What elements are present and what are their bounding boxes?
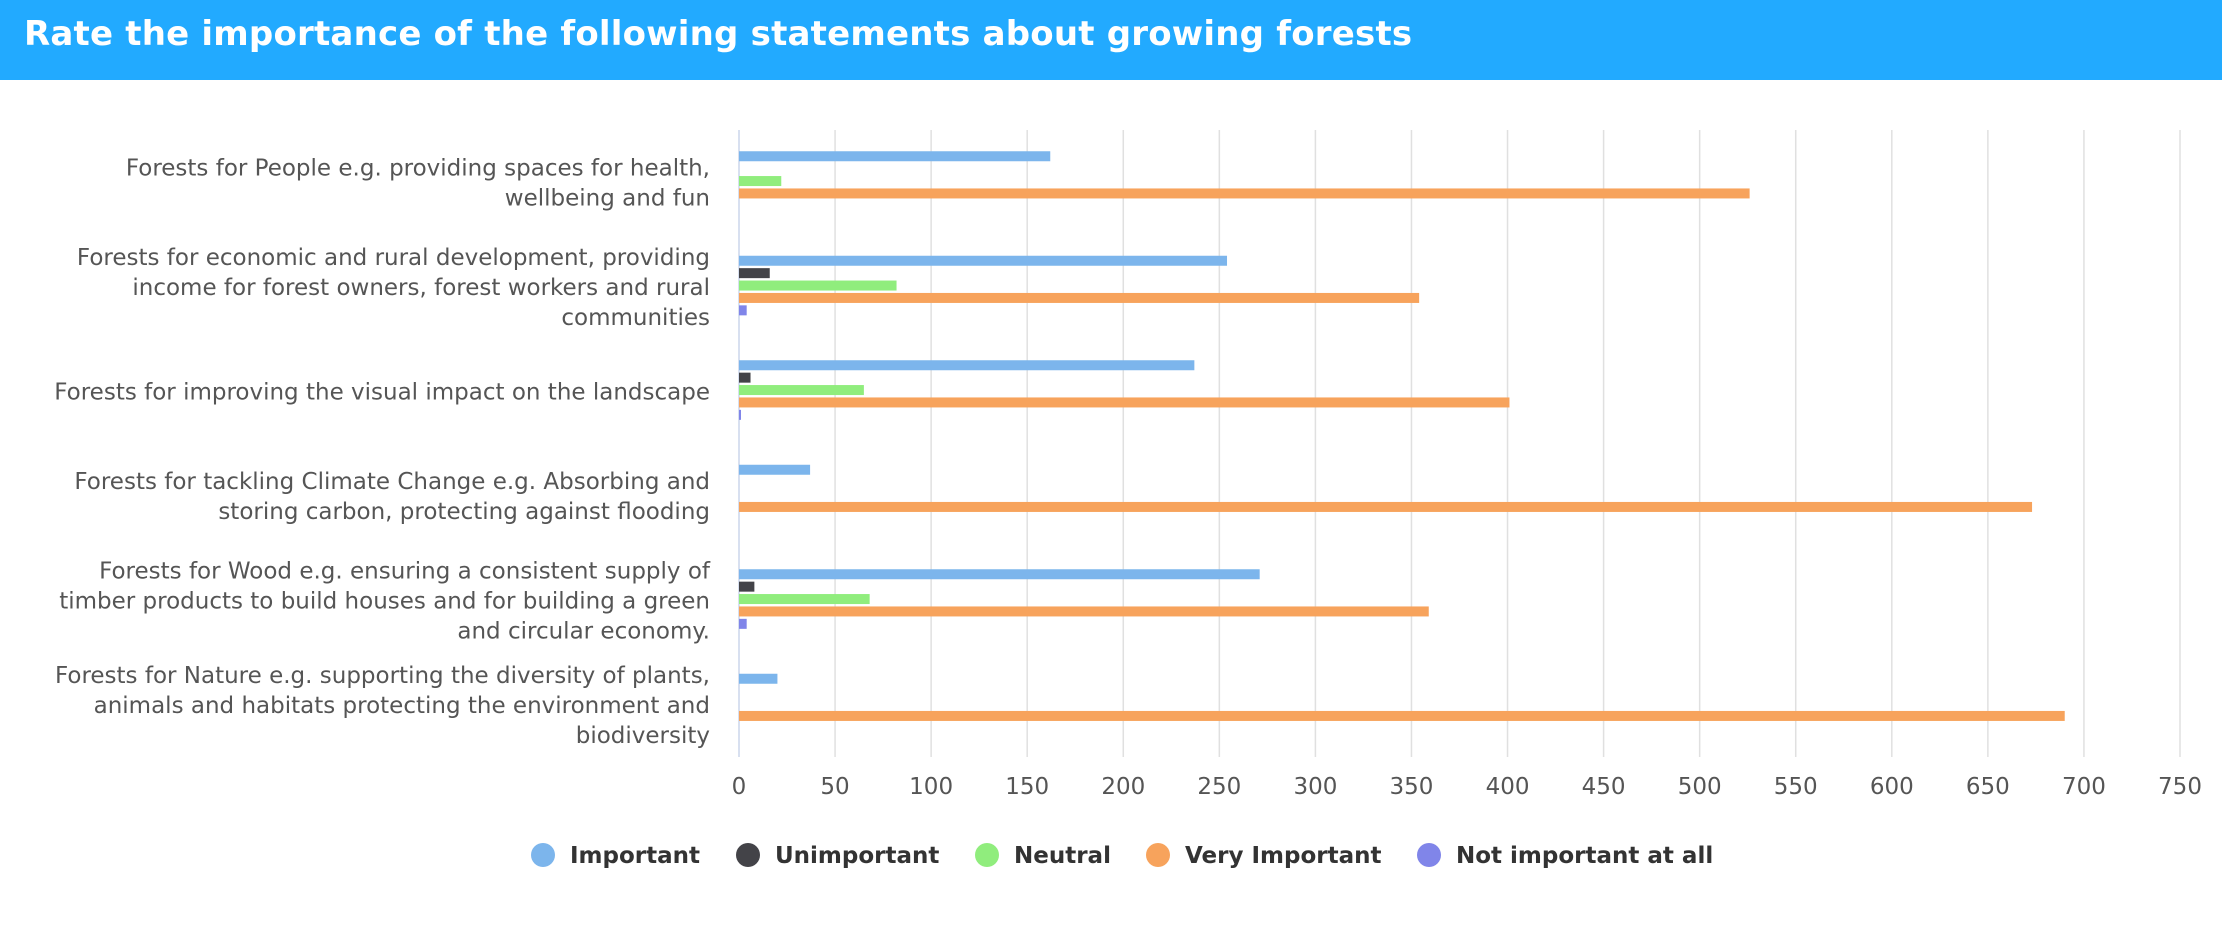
bar-important[interactable]	[739, 569, 1260, 580]
bar-very-important[interactable]	[739, 188, 1750, 199]
category-label: Forests for tackling Climate Change e.g.…	[74, 469, 710, 525]
x-tick-label: 200	[1101, 774, 1145, 800]
category-label: Forests for Nature e.g. supporting the d…	[55, 663, 710, 749]
x-tick-label: 250	[1197, 774, 1241, 800]
bar-not-important-at-all[interactable]	[739, 618, 747, 629]
category-label: Forests for improving the visual impact …	[54, 379, 710, 405]
category-label: Forests for economic and rural developme…	[77, 245, 710, 331]
bar-neutral[interactable]	[739, 594, 870, 605]
bar-unimportant[interactable]	[739, 581, 755, 592]
bar-important[interactable]	[739, 151, 1051, 162]
x-tick-label: 600	[1870, 774, 1914, 800]
legend-item-not-important-at-all[interactable]: Not important at all	[1417, 843, 1713, 869]
legend-item-neutral[interactable]: Neutral	[975, 843, 1111, 869]
bar-neutral[interactable]	[739, 385, 864, 396]
legend-marker	[975, 843, 999, 867]
x-tick-label: 650	[1966, 774, 2010, 800]
bar-very-important[interactable]	[739, 292, 1420, 303]
x-tick-label: 450	[1582, 774, 1626, 800]
legend-item-very-important[interactable]: Very Important	[1146, 843, 1382, 869]
bar-not-important-at-all[interactable]	[739, 409, 741, 420]
x-tick-label: 500	[1678, 774, 1722, 800]
page-title: Rate the importance of the following sta…	[24, 14, 1413, 54]
legend-marker	[531, 843, 555, 867]
legend-label: Unimportant	[775, 843, 939, 869]
x-tick-label: 700	[2062, 774, 2106, 800]
legend-marker	[1417, 843, 1441, 867]
legend-label: Not important at all	[1456, 843, 1713, 869]
x-tick-label: 50	[820, 774, 849, 800]
x-tick-label: 750	[2158, 774, 2202, 800]
bar-important[interactable]	[739, 464, 811, 475]
legend-label: Important	[570, 843, 700, 869]
x-tick-label: 550	[1774, 774, 1818, 800]
legend-label: Very Important	[1185, 843, 1382, 869]
bars	[739, 151, 2065, 721]
bar-important[interactable]	[739, 255, 1228, 266]
bar-important[interactable]	[739, 360, 1195, 371]
x-tick-label: 100	[909, 774, 953, 800]
header-bar: Rate the importance of the following sta…	[0, 0, 2222, 80]
x-tick-label: 400	[1486, 774, 1530, 800]
legend-label: Neutral	[1014, 843, 1111, 869]
x-tick-label: 0	[732, 774, 747, 800]
x-tick-label: 350	[1390, 774, 1434, 800]
legend: Important Unimportant Neutral Very Importan…	[531, 843, 1713, 869]
bar-unimportant[interactable]	[739, 268, 770, 279]
bar-very-important[interactable]	[739, 397, 1510, 408]
bar-important[interactable]	[739, 673, 778, 684]
legend-marker	[736, 843, 760, 867]
bar-neutral[interactable]	[739, 280, 897, 291]
x-tick-label: 150	[1005, 774, 1049, 800]
grid-lines	[738, 130, 2181, 757]
legend-item-unimportant[interactable]: Unimportant	[736, 843, 939, 869]
bar-very-important[interactable]	[739, 606, 1429, 617]
bar-neutral[interactable]	[739, 176, 782, 187]
legend-item-important[interactable]: Important	[531, 843, 700, 869]
bar-not-important-at-all[interactable]	[739, 305, 747, 316]
x-tick-label: 300	[1293, 774, 1337, 800]
category-labels: Forests for People e.g. providing spaces…	[54, 155, 711, 749]
category-label: Forests for Wood e.g. ensuring a consist…	[59, 558, 711, 644]
bar-very-important[interactable]	[739, 501, 2033, 512]
category-label: Forests for People e.g. providing spaces…	[126, 155, 710, 211]
bar-very-important[interactable]	[739, 710, 2065, 721]
bar-unimportant[interactable]	[739, 372, 751, 383]
legend-marker	[1146, 843, 1170, 867]
axes: 0 50 100 150 200 250 300 350 400 450 500 550 600 650 7…	[732, 774, 2202, 800]
